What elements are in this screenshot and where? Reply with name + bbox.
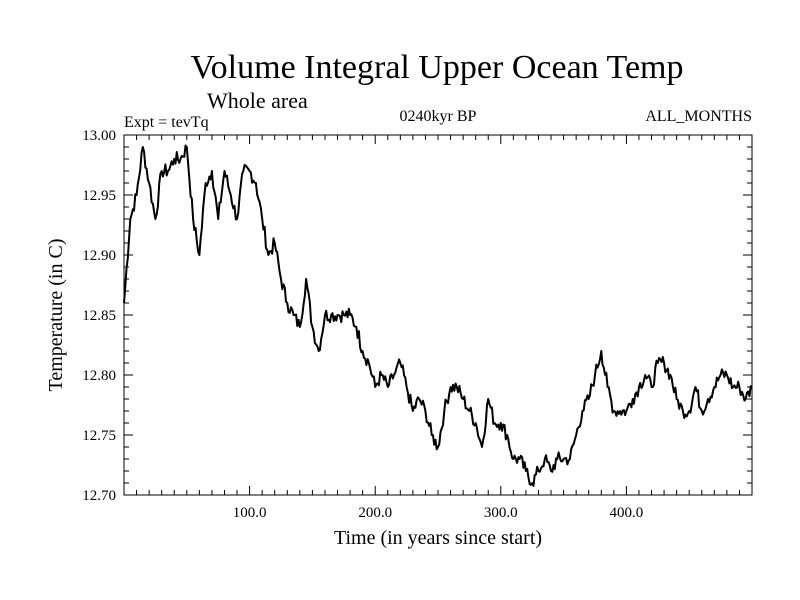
y-tick-label: 12.90	[82, 248, 116, 264]
x-tick-label: 200.0	[358, 505, 392, 521]
y-tick-label: 12.75	[82, 428, 116, 444]
x-axis-ticks: 100.0 200.0 300.0 400.0	[136, 135, 740, 521]
y-axis-label: Temperature (in C)	[45, 239, 67, 392]
x-tick-label: 100.0	[233, 505, 267, 521]
y-tick-label: 12.70	[82, 488, 116, 504]
x-tick-label: 400.0	[610, 505, 644, 521]
x-axis-label: Time (in years since start)	[334, 527, 542, 549]
y-tick-label: 12.95	[82, 188, 116, 204]
y-tick-label: 12.80	[82, 368, 116, 384]
chart-subtitle: Whole area	[207, 88, 308, 113]
chart-title: Volume Integral Upper Ocean Temp	[191, 49, 684, 86]
plot-frame	[123, 134, 753, 496]
data-series-line	[123, 144, 753, 487]
period-label: 0240kyr BP	[400, 108, 477, 125]
x-tick-label: 300.0	[484, 505, 518, 521]
y-tick-label: 12.85	[82, 308, 116, 324]
months-label: ALL_MONTHS	[645, 108, 752, 125]
y-axis-ticks: 12.70 12.75 12.80 12.85 12.90 12.95 13.00	[82, 128, 752, 504]
y-tick-label: 13.00	[82, 128, 116, 144]
experiment-label: Expt = tevTq	[124, 114, 209, 131]
